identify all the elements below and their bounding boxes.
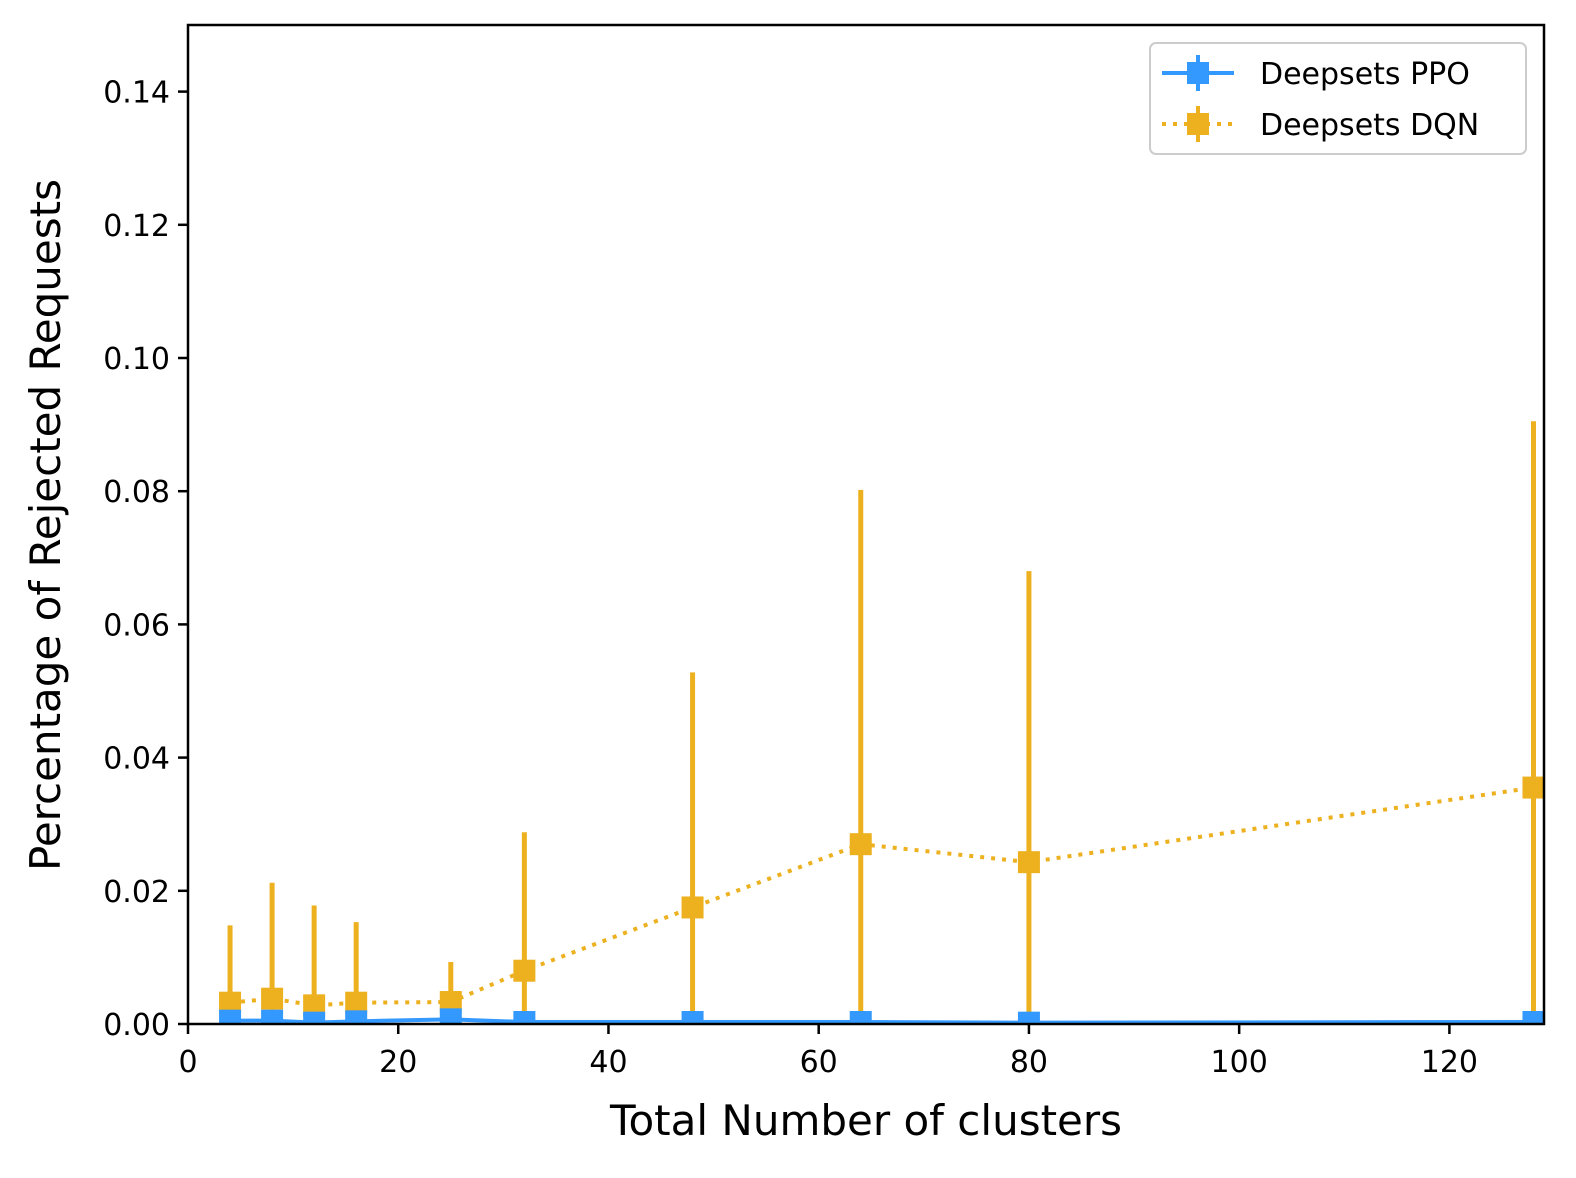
x-tick-label: 100 [1211,1045,1268,1080]
data-point [261,987,284,1010]
x-tick-label: 0 [178,1045,197,1080]
data-point [1522,776,1544,799]
legend-label: Deepsets DQN [1260,108,1479,143]
x-tick-label: 60 [800,1045,838,1080]
data-point [513,1011,536,1024]
series-deepsets-ppo [219,1008,1544,1024]
y-tick-label: 0.10 [103,342,170,377]
series-line [230,1017,1534,1024]
data-point [681,896,704,919]
axes: 0 20 40 60 80 100 120 0.00 0.02 0.04 0.06 0.08 0.10 0… [103,23,1546,1080]
legend-marker [1187,62,1209,84]
legend-entry: Deepsets PPO [1162,55,1470,92]
x-tick-label: 80 [1010,1045,1048,1080]
y-tick-label: 0.12 [103,209,170,244]
data-point [219,1009,242,1024]
series-deepsets-dqn [219,421,1544,1024]
x-tick-label: 40 [589,1045,627,1080]
data-point [439,991,462,1014]
data-point [513,959,536,982]
data-point [345,991,368,1014]
y-tick-label: 0.06 [103,608,170,643]
legend-box [1149,42,1527,155]
data-point [1017,1011,1040,1024]
series-line [229,785,1534,1008]
data-point [219,991,242,1014]
legend-entry: Deepsets DQN [1162,106,1479,143]
y-axis-label: Percentage of Rejected Requests [21,179,70,871]
y-tick-label: 0.02 [103,875,170,910]
data-point [1017,851,1040,874]
x-tick-label: 120 [1421,1045,1478,1080]
data-point [681,1011,704,1024]
y-tick-label: 0.14 [103,76,170,111]
y-tick-label: 0.04 [103,742,170,777]
y-tick-label: 0.00 [103,1008,170,1043]
data-point [303,1011,326,1024]
legend-marker [1187,113,1209,135]
data-point [439,1008,462,1024]
data-point [345,1010,368,1024]
data-point [849,833,872,856]
data-point [261,1009,284,1024]
data-point [303,994,326,1017]
data-point [849,1011,872,1024]
plot-area [219,421,1544,1024]
data-point [1522,1011,1544,1024]
legend: Deepsets PPO Deepsets DQN [1149,42,1527,155]
axes-frame [186,23,1546,1026]
x-axis-label: Total Number of clusters [609,1096,1122,1145]
y-tick-label: 0.08 [103,475,170,510]
x-tick-label: 20 [379,1045,417,1080]
legend-label: Deepsets PPO [1260,57,1470,92]
